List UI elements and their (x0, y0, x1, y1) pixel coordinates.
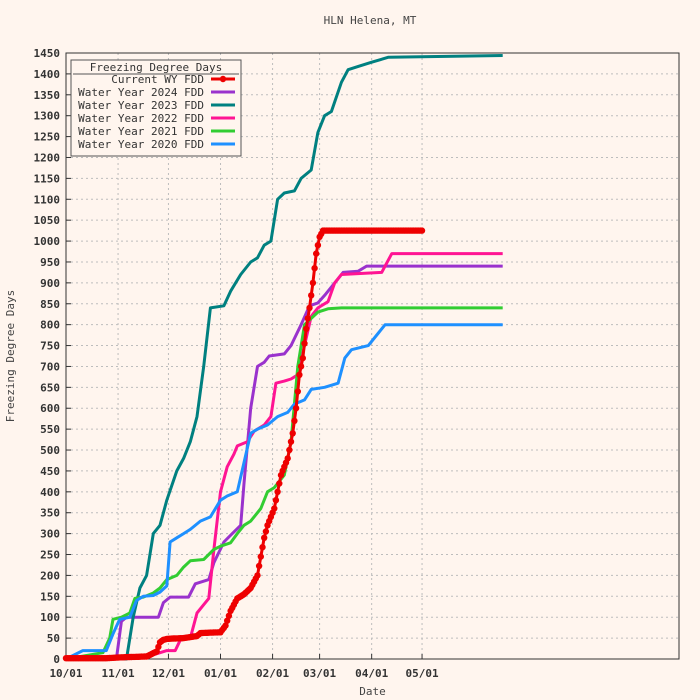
series-point (311, 265, 318, 272)
x-tick-label: 11/01 (102, 667, 135, 680)
y-axis-label: Freezing Degree Days (4, 290, 17, 422)
legend-label: Water Year 2024 FDD (78, 86, 204, 99)
y-tick-label: 1250 (34, 131, 61, 144)
y-tick-label: 100 (40, 611, 60, 624)
y-tick-label: 1350 (34, 89, 61, 102)
series-point (291, 417, 298, 424)
legend-label: Water Year 2023 FDD (78, 99, 204, 112)
series-line-2 (66, 54, 503, 661)
y-tick-label: 50 (47, 632, 60, 645)
x-tick-label: 05/01 (405, 667, 438, 680)
y-tick-label: 1150 (34, 172, 61, 185)
x-tick-label: 12/01 (152, 667, 185, 680)
series-point (261, 534, 268, 541)
legend-label: Water Year 2020 FDD (78, 138, 204, 151)
series-point (418, 227, 426, 234)
series-point (254, 572, 261, 579)
chart-title: HLN Helena, MT (324, 14, 417, 27)
legend-box (70, 59, 242, 157)
y-tick-label: 1400 (34, 68, 61, 81)
y-tick-label: 950 (40, 256, 60, 269)
series-point (309, 279, 317, 287)
y-tick-label: 850 (40, 298, 60, 311)
series-point (313, 250, 320, 257)
series-point (284, 455, 291, 462)
y-tick-label: 1450 (34, 47, 61, 60)
series-point (299, 354, 306, 362)
grid-lines (66, 53, 679, 659)
x-tick-label: 04/01 (355, 667, 388, 680)
series-point (272, 497, 280, 504)
series-point (276, 480, 283, 487)
y-tick-label: 900 (40, 277, 60, 290)
y-tick-label: 300 (40, 528, 60, 541)
y-tick-label: 1100 (34, 193, 61, 206)
legend-title: Freezing Degree Days (90, 61, 222, 74)
series-point (259, 544, 266, 551)
series-point (255, 562, 263, 570)
y-tick-label: 700 (40, 360, 60, 373)
series-point (262, 528, 270, 535)
y-tick-label: 250 (40, 549, 60, 562)
legend-label: Water Year 2022 FDD (78, 112, 204, 125)
series-point (314, 242, 322, 249)
series-point (297, 363, 305, 370)
y-axis: 0 50 100 150 200 250 300 350 400 450 500 550 600 650 7… (34, 47, 71, 666)
y-tick-label: 1050 (34, 214, 61, 227)
y-tick-label: 200 (40, 569, 60, 582)
series-point (224, 617, 231, 624)
series-point (225, 612, 233, 619)
series-point (304, 315, 311, 322)
x-axis-label: Date (359, 685, 386, 698)
y-tick-label: 400 (40, 486, 60, 499)
series-point (306, 304, 313, 312)
legend-label: Water Year 2021 FDD (78, 125, 204, 138)
plot-area (65, 52, 680, 660)
y-tick-label: 600 (40, 402, 60, 415)
series-point (292, 405, 300, 412)
y-tick-label: 450 (40, 465, 60, 478)
legend-marker (219, 75, 227, 83)
y-tick-label: 800 (40, 319, 60, 332)
series-layer (62, 54, 503, 662)
series-point (301, 340, 308, 347)
y-tick-label: 500 (40, 444, 60, 457)
series-point (296, 371, 303, 378)
y-tick-label: 350 (40, 507, 60, 520)
series-point (271, 505, 278, 512)
series-point (257, 553, 264, 560)
series-point (308, 292, 315, 299)
legend: Freezing Degree Days Current WY FDDWater… (70, 59, 242, 157)
y-tick-label: 1300 (34, 110, 61, 123)
series-point (287, 438, 295, 445)
x-axis: 10/01 11/01 12/01 01/01 02/01 03/01 04/01 05/01 (49, 654, 439, 680)
x-tick-label: 01/01 (204, 667, 237, 680)
series-line-4 (65, 306, 503, 661)
x-tick-label: 03/01 (303, 667, 336, 680)
y-tick-label: 1200 (34, 151, 61, 164)
series-point (274, 488, 281, 495)
series-point (303, 325, 310, 332)
series-point (289, 430, 296, 437)
y-tick-label: 150 (40, 590, 60, 603)
series-point (222, 622, 229, 629)
legend-label: Current WY FDD (111, 73, 204, 86)
y-tick-label: 1000 (34, 235, 61, 248)
x-tick-label: 10/01 (49, 667, 82, 680)
y-tick-label: 650 (40, 381, 60, 394)
y-tick-label: 0 (53, 653, 60, 666)
series-line-5 (65, 323, 503, 661)
x-tick-label: 02/01 (256, 667, 289, 680)
y-tick-label: 750 (40, 340, 60, 353)
y-tick-label: 550 (40, 423, 60, 436)
series-line-3 (65, 252, 503, 661)
series-point (286, 446, 293, 454)
series-point (294, 388, 301, 395)
